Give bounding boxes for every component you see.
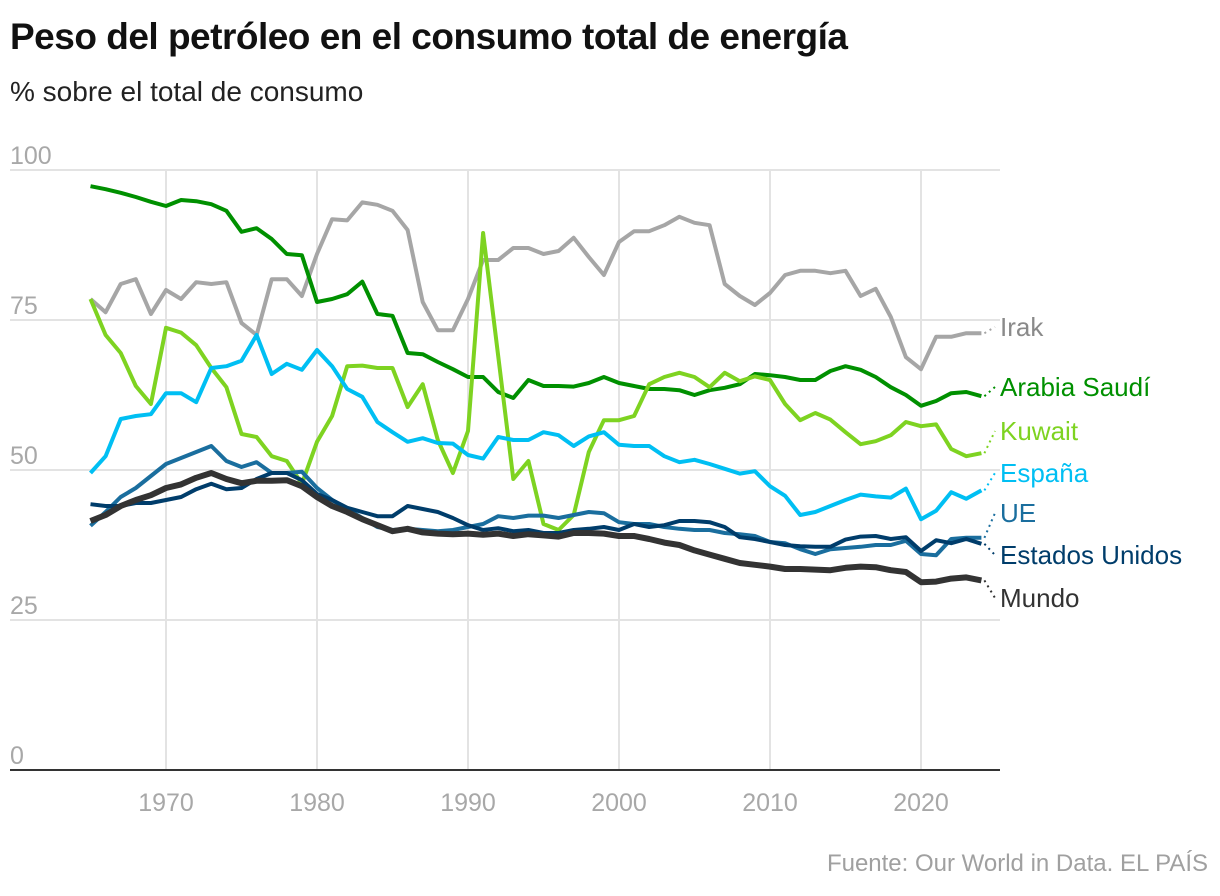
label-connector	[983, 579, 996, 599]
chart-title: Peso del petróleo en el consumo total de…	[10, 16, 848, 57]
series-label: Mundo	[1000, 583, 1080, 613]
y-tick-label: 50	[10, 442, 38, 470]
series-line-estados-unidos	[90, 471, 983, 553]
y-tick-label: 100	[10, 142, 52, 170]
series-line-arabia-saudí	[90, 184, 982, 408]
series-label: Estados Unidos	[1000, 540, 1182, 570]
series-label: Kuwait	[1000, 416, 1079, 446]
x-tick-label: 1990	[440, 789, 496, 817]
series-line-kuwait	[88, 231, 982, 532]
label-connector	[983, 386, 996, 397]
x-tick-label: 2000	[591, 789, 647, 817]
y-tick-label: 0	[10, 742, 24, 770]
series-label: UE	[1000, 498, 1036, 528]
label-connector	[983, 430, 996, 454]
chart-subtitle: % sobre el total de consumo	[10, 76, 364, 107]
series-line-irak	[89, 200, 982, 372]
series-label: España	[1000, 458, 1089, 488]
series-line-mundo	[89, 470, 982, 586]
series-line-españa	[89, 333, 983, 522]
series-label: Arabia Saudí	[1000, 372, 1151, 402]
source-note: Fuente: Our World in Data. EL PAÍS	[826, 850, 1208, 877]
label-connector	[983, 326, 996, 335]
x-tick-label: 2010	[742, 789, 798, 817]
label-connector	[983, 512, 996, 539]
x-tick-label: 1980	[289, 789, 345, 817]
y-tick-label: 75	[10, 292, 38, 320]
series-line-ue	[89, 444, 982, 558]
label-connector	[983, 472, 996, 491]
series-label: Irak	[1000, 312, 1044, 342]
y-tick-label: 25	[10, 592, 38, 620]
label-connector	[983, 543, 996, 556]
x-tick-label: 2020	[893, 789, 949, 817]
x-tick-label: 1970	[138, 789, 194, 817]
